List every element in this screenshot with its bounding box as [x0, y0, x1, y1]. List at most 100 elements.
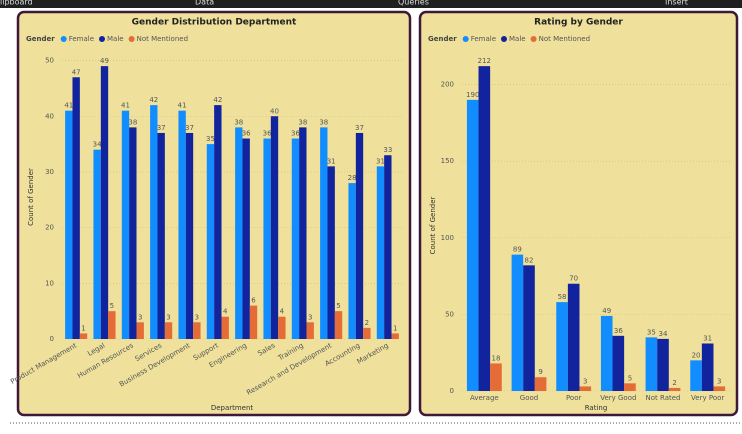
bar — [221, 316, 229, 339]
y-tick-label: 100 — [441, 234, 454, 242]
data-label: 190 — [466, 91, 479, 99]
ribbon-bar — [0, 0, 742, 8]
data-label: 47 — [72, 68, 81, 76]
y-tick-label: 10 — [45, 279, 54, 287]
data-label: 31 — [703, 334, 712, 342]
bar — [79, 333, 88, 339]
bar — [206, 144, 215, 339]
bar — [72, 77, 80, 340]
data-label: 89 — [513, 246, 522, 254]
bar — [363, 327, 371, 339]
data-label: 4 — [223, 308, 228, 316]
data-label: 5 — [110, 302, 114, 310]
bar — [263, 138, 271, 339]
data-label: 70 — [569, 275, 578, 283]
bar — [242, 138, 250, 339]
data-label: 3 — [308, 313, 312, 321]
bar — [121, 110, 130, 339]
data-label: 31 — [327, 157, 336, 165]
data-label: 18 — [491, 354, 500, 362]
bar — [668, 387, 681, 391]
data-label: 2 — [672, 379, 676, 387]
bar — [150, 105, 158, 339]
data-label: 3 — [195, 313, 199, 321]
data-label: 31 — [376, 157, 385, 165]
x-tick-label: Very Poor — [691, 394, 724, 402]
x-axis-label: Department — [211, 404, 254, 412]
chart-title: Gender Distribution Department — [132, 18, 297, 28]
data-label: 40 — [270, 107, 279, 115]
y-tick-label: 50 — [45, 57, 54, 65]
data-label: 49 — [100, 57, 109, 65]
bar — [93, 149, 101, 339]
bar — [327, 166, 335, 339]
legend-title: Gender — [428, 35, 457, 43]
bar — [193, 322, 201, 339]
y-tick-label: 40 — [45, 112, 54, 120]
bar — [384, 155, 392, 339]
bar — [600, 315, 613, 391]
bar — [701, 343, 714, 391]
data-label: 42 — [213, 96, 222, 104]
bar — [490, 363, 502, 391]
y-tick-label: 150 — [441, 157, 454, 165]
data-label: 3 — [583, 377, 587, 385]
legend-label: Female — [471, 35, 496, 43]
y-tick-label: 200 — [441, 81, 454, 89]
data-label: 1 — [393, 324, 397, 332]
data-label: 6 — [251, 297, 256, 305]
y-tick-label: 50 — [445, 310, 454, 318]
bar — [249, 305, 258, 339]
data-label: 58 — [558, 293, 567, 301]
bar — [157, 132, 165, 339]
ribbon-label: Insert — [665, 0, 688, 7]
data-label: 42 — [149, 96, 158, 104]
bar — [567, 283, 580, 391]
bar — [579, 386, 592, 391]
data-label: 3 — [138, 313, 142, 321]
bar — [136, 322, 144, 339]
legend-label: Female — [69, 35, 94, 43]
x-tick-label: Poor — [566, 394, 582, 402]
bar — [334, 311, 343, 339]
bar — [270, 116, 279, 339]
data-label: 2 — [365, 319, 369, 327]
y-tick-label: 20 — [45, 224, 54, 232]
data-label: 3 — [166, 313, 170, 321]
data-label: 35 — [206, 135, 215, 143]
y-axis-label: Count of Gender — [27, 168, 35, 226]
bar — [534, 377, 547, 391]
bar — [713, 386, 726, 391]
bar — [690, 360, 702, 391]
legend-marker — [462, 36, 469, 42]
legend-marker — [501, 36, 507, 42]
bar — [348, 183, 356, 339]
bar — [478, 66, 491, 391]
bar — [278, 316, 286, 339]
bar — [466, 99, 479, 391]
data-label: 28 — [348, 174, 357, 182]
data-label: 3 — [717, 377, 721, 385]
ribbon-label: Data — [195, 0, 214, 7]
data-label: 9 — [538, 368, 542, 376]
bar — [108, 311, 116, 339]
ribbon-label: lipboard — [0, 0, 33, 7]
bar — [355, 132, 364, 339]
legend-marker — [60, 36, 67, 42]
bar — [376, 166, 385, 339]
data-label: 34 — [659, 330, 668, 338]
data-label: 41 — [178, 102, 187, 110]
bar — [523, 265, 535, 391]
data-label: 20 — [692, 351, 701, 359]
legend-label: Not Mentioned — [137, 35, 188, 43]
bar — [291, 138, 300, 339]
data-label: 37 — [157, 124, 166, 132]
data-label: 33 — [383, 146, 392, 154]
bar — [320, 127, 328, 340]
bar — [657, 338, 669, 391]
legend-label: Not Mentioned — [539, 35, 590, 43]
bar — [214, 105, 222, 339]
data-label: 41 — [121, 102, 130, 110]
legend-label: Male — [509, 35, 526, 43]
legend-marker — [128, 36, 135, 42]
